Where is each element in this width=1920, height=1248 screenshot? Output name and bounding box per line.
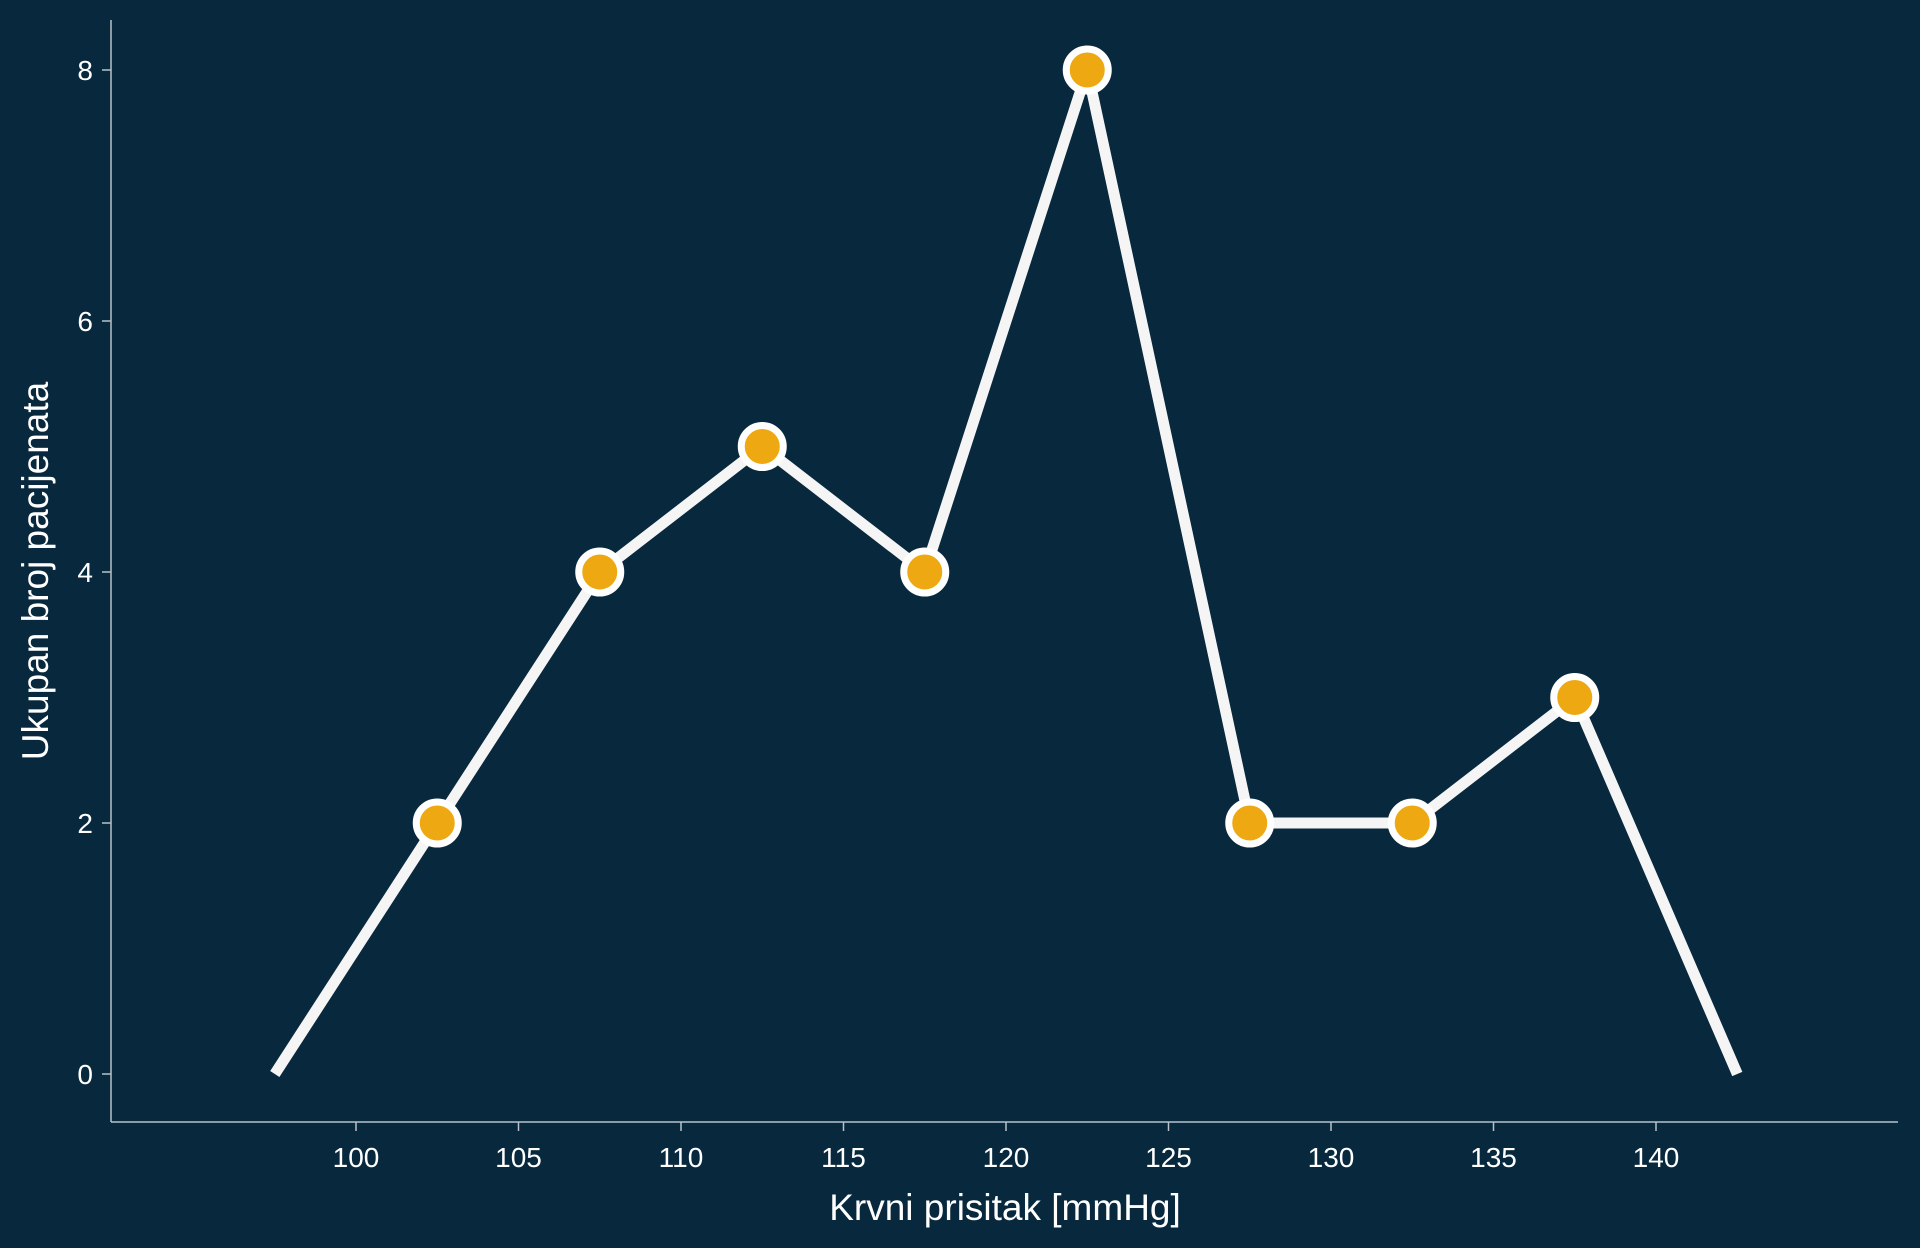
x-tick-label: 100 (333, 1142, 380, 1173)
data-point (737, 422, 787, 471)
y-tick-label: 6 (77, 306, 93, 337)
point-markers (412, 45, 1600, 848)
data-point (575, 547, 625, 597)
x-tick-label: 110 (659, 1142, 704, 1173)
y-tick-label: 2 (77, 808, 93, 839)
x-tick-label: 140 (1633, 1142, 1680, 1173)
series-line (270, 48, 1743, 1077)
y-tick-label: 0 (77, 1059, 93, 1090)
x-tick-label: 125 (1145, 1142, 1192, 1173)
data-point (1550, 673, 1600, 722)
x-axis-title: Krvni prisitak [mmHg] (829, 1187, 1181, 1228)
data-point (1387, 798, 1437, 848)
x-tick-label: 115 (821, 1142, 866, 1173)
y-tick-label: 4 (77, 557, 93, 588)
y-tick-label: 8 (77, 55, 93, 86)
x-tick-label: 120 (983, 1142, 1030, 1173)
data-point (412, 798, 462, 848)
data-point (1225, 798, 1275, 848)
x-tick-label: 135 (1470, 1142, 1517, 1173)
data-point (1062, 45, 1112, 95)
data-point (900, 547, 950, 597)
series (270, 48, 1743, 1077)
x-tick-label: 130 (1308, 1142, 1355, 1173)
x-axis-ticks: 100 105 110 115 120 125 130 135 140 (333, 1122, 1680, 1173)
y-axis-ticks: 0 2 4 6 8 (77, 55, 111, 1090)
x-tick-label: 105 (495, 1142, 542, 1173)
y-axis-title: Ukupan broj pacijenata (15, 381, 56, 760)
axes (110, 20, 1898, 1123)
